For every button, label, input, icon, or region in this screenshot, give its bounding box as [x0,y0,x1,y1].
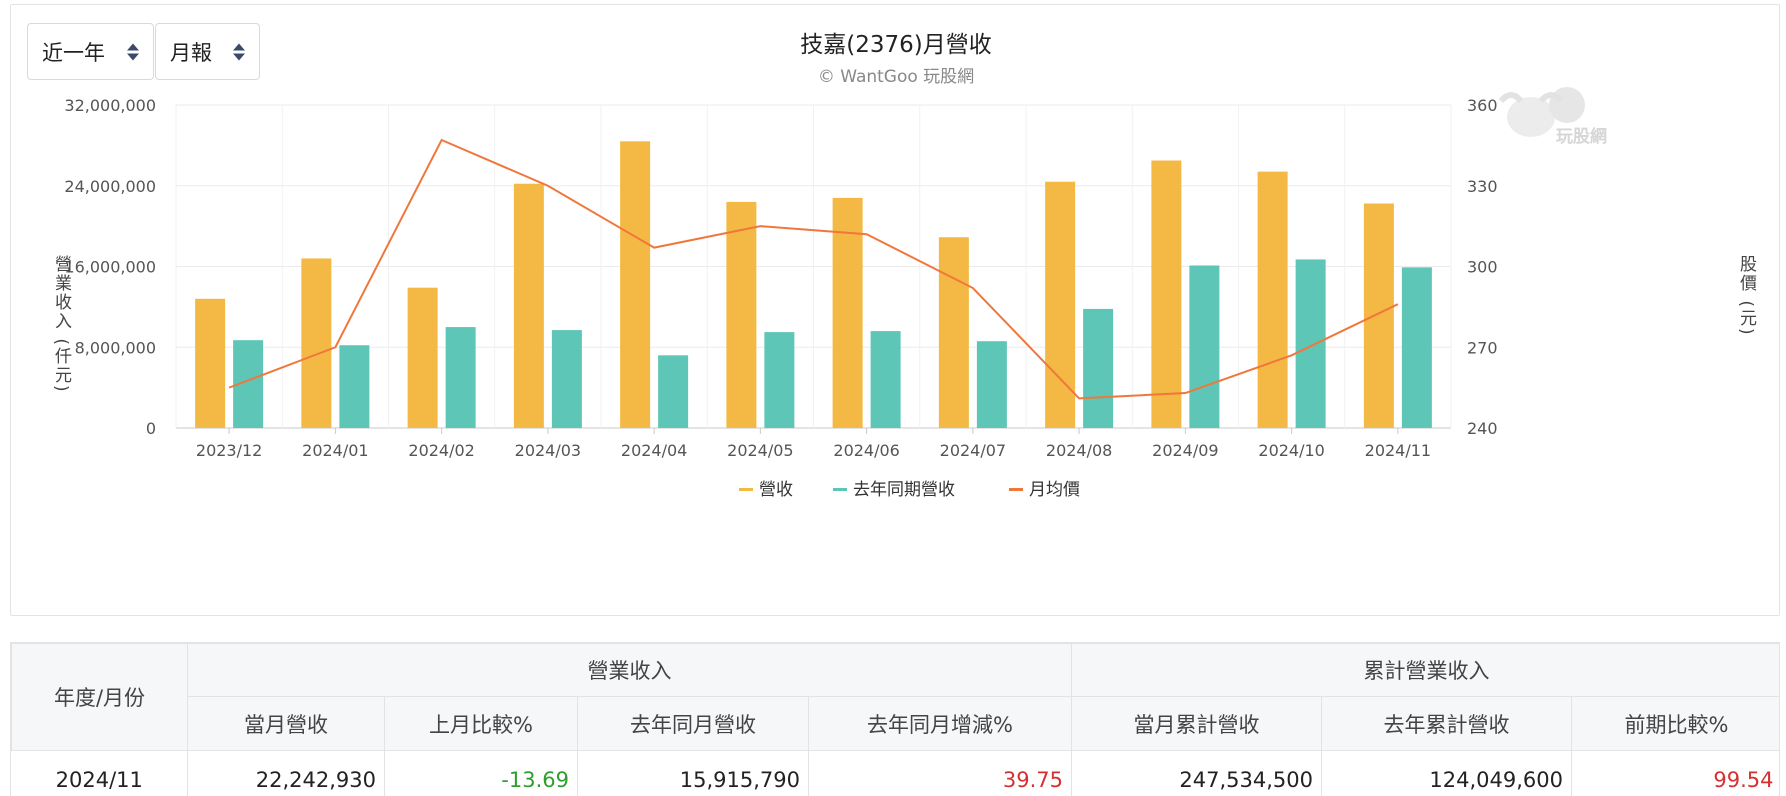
bar-last-year [870,331,901,428]
bar-revenue [1045,181,1076,428]
header-cumulative-last-year: 去年累計營收 [1321,696,1572,751]
bar-last-year [551,330,582,428]
cell-mom: -13.69 [384,750,578,796]
bar-revenue [301,258,332,428]
period-select[interactable]: 月報 [155,23,260,80]
bar-last-year [445,327,476,428]
header-cumulative: 當月累計營收 [1071,696,1322,751]
y2-tick-label: 330 [1467,177,1498,196]
x-tick-label: 2024/04 [621,441,687,460]
x-tick-label: 2024/06 [833,441,899,460]
cell-monthly: 22,242,930 [187,750,385,796]
cell-yoy: 39.75 [808,750,1072,796]
y2-axis-label: 股價 (元) [1736,255,1757,337]
x-tick-label: 2024/01 [302,441,368,460]
y2-tick-label: 240 [1467,419,1498,438]
revenue-table: 年度/月份 營業收入 累計營業收入 當月營收 上月比較% 去年同月營收 去年同月… [10,642,1780,796]
range-select-label: 近一年 [42,40,105,65]
bar-last-year [658,355,689,428]
y-axis-label: 營業收入 (仟元) [51,255,72,394]
bar-last-year [1401,267,1432,428]
cell-period: 2024/11 [11,750,188,796]
watermark-text: 玩股網 [1556,126,1607,147]
y-tick-label: 8,000,000 [75,338,156,357]
sort-caret-icon [127,43,139,60]
x-tick-label: 2024/03 [515,441,581,460]
y2-tick-label: 270 [1467,338,1498,357]
x-tick-label: 2024/08 [1046,441,1112,460]
bar-last-year [339,345,370,428]
cell-cumulative-last: 124,049,600 [1321,750,1572,796]
header-year-month: 年度/月份 [11,643,188,751]
x-tick-label: 2024/02 [408,441,474,460]
x-tick-label: 2024/05 [727,441,793,460]
y-tick-label: 0 [146,419,156,438]
header-monthly-revenue: 當月營收 [187,696,385,751]
bar-revenue [832,197,863,428]
y2-tick-label: 300 [1467,258,1498,277]
sort-caret-icon [233,43,245,60]
chart-title: 技嘉(2376)月營收 [800,32,991,58]
range-select[interactable]: 近一年 [27,23,154,80]
y2-tick-label: 360 [1467,96,1498,115]
bar-revenue [1151,160,1182,428]
y-tick-label: 16,000,000 [64,258,156,277]
bar-revenue [620,141,651,428]
bar-revenue [1363,203,1394,428]
header-mom: 上月比較% [384,696,578,751]
x-tick-label: 2023/12 [196,441,262,460]
bar-revenue [513,183,544,428]
header-last-year-revenue: 去年同月營收 [577,696,809,751]
cell-cumulative-compare: 99.54 [1570,750,1779,796]
x-tick-label: 2024/11 [1365,441,1431,460]
y-tick-label: 24,000,000 [64,177,156,196]
bar-revenue [407,287,438,428]
revenue-chart: 玩股網 技嘉(2376)月營收 © WantGoo 玩股網 0 8,000,000… [51,32,1757,500]
bar-last-year [976,341,1007,428]
chart-card: 近一年 月報 玩股網 技嘉(2376)月營收 © WantGoo 玩股網 0 8,… [10,4,1780,616]
x-tick-label: 2024/10 [1258,441,1324,460]
x-tick-label: 2024/09 [1152,441,1218,460]
wantgoo-watermark-logo: 玩股網 [1498,87,1607,147]
chart-subtitle: © WantGoo 玩股網 [818,67,974,87]
legend-label: 營收 [759,480,793,500]
legend-swatch [739,488,753,491]
series-line-price [228,138,1399,400]
bar-revenue [1257,171,1288,428]
cell-cumulative: 247,534,500 [1071,750,1322,796]
legend-swatch [833,488,847,491]
period-select-label: 月報 [170,40,212,65]
bar-revenue [726,201,757,428]
legend-label: 月均價 [1029,480,1080,500]
bar-last-year [1295,259,1326,428]
cell-last-year: 15,915,790 [577,750,809,796]
y-tick-label: 32,000,000 [64,96,156,115]
header-yoy: 去年同月增減% [808,696,1072,751]
bar-last-year [764,332,795,428]
table-row: 2024/11 22,242,930 -13.69 15,915,790 39.… [11,750,1779,796]
header-revenue-group: 營業收入 [187,643,1072,697]
bar-last-year [1189,265,1220,428]
legend-label: 去年同期營收 [853,480,955,500]
header-cumulative-group: 累計營業收入 [1070,643,1779,697]
bar-last-year [1083,308,1114,428]
bar-revenue [195,298,226,428]
header-cumulative-compare: 前期比較% [1570,696,1779,751]
x-tick-label: 2024/07 [940,441,1006,460]
legend-swatch [1009,488,1023,491]
bar-revenue [938,237,969,428]
